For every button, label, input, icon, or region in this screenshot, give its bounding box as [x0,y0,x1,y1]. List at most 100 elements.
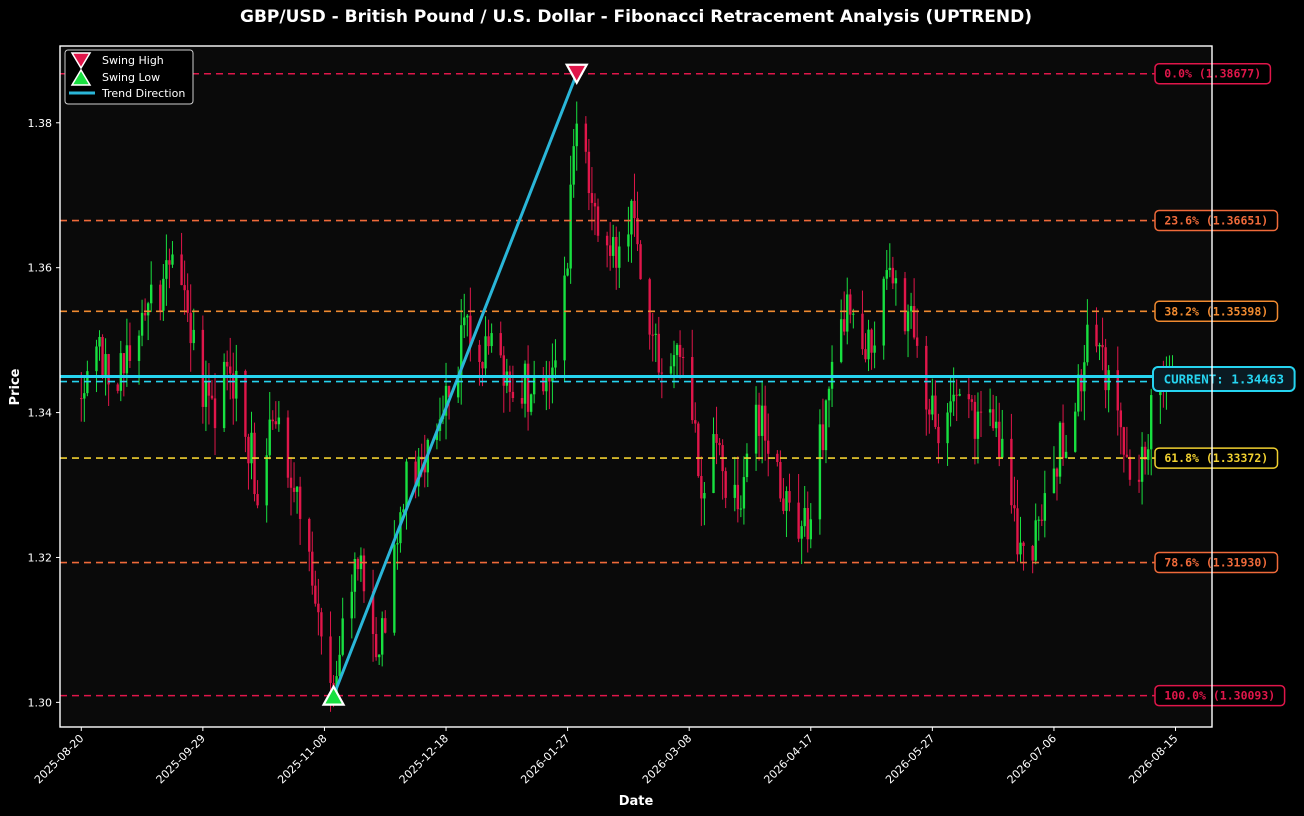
plot-frame [59,45,1213,728]
candle-up [809,519,812,540]
candle-up [1150,395,1153,450]
candle-down [681,357,685,359]
candle-up [1140,446,1144,482]
candle-up [867,329,870,360]
y-axis-label: Price [8,368,23,405]
candle-down [548,377,551,382]
candle-up [572,146,575,185]
candle-down [447,385,451,398]
swing-high-marker [564,63,589,86]
candle-down [244,370,247,437]
candle-up [162,278,165,311]
candle-up [235,370,238,399]
candle-up [380,618,384,655]
candle-up [785,491,788,511]
candle-up [402,509,405,513]
candle-up [393,544,396,633]
fib-label-box [1154,551,1279,574]
candle-down [298,486,302,519]
candle-down [320,612,323,637]
candle-up [800,526,803,539]
candle-up [1098,344,1101,347]
candle-down [694,420,697,424]
candle-down [210,395,214,399]
candle-down [779,461,782,499]
candle-up [545,377,548,392]
candle-down [596,206,600,236]
candle-down [189,312,192,344]
candle-down [317,603,320,613]
candle-up [377,654,381,658]
candle-down [1013,505,1016,509]
candle-down [915,337,919,346]
candle-down [806,508,809,540]
fib-label: 38.2% (1.35398) [1164,304,1268,318]
candle-down [718,442,721,446]
candle-up [949,401,952,413]
candle-down [502,355,505,386]
candle-down [271,419,274,422]
candle-up [265,455,268,506]
candle-down [107,354,110,385]
candle-up [575,123,578,147]
candle-down [374,633,378,658]
candle-up [994,421,998,429]
candle-down [1010,438,1013,506]
candle-down [648,279,651,335]
candle-up [1019,542,1022,555]
candle-up [976,411,980,439]
candle-up [1074,411,1077,452]
candle-up [204,380,208,407]
candle-down [870,329,873,353]
candle-up [745,453,749,478]
candle-up [669,366,673,374]
candle-up [460,325,463,377]
fib-label: 23.6% (1.36651) [1164,214,1268,228]
candle-down [116,384,119,391]
candle-up [277,417,281,425]
candle-down [605,235,609,246]
candle-up [463,317,466,326]
candle-up [827,388,831,401]
candle-up [627,234,630,247]
fib-label-box [1154,300,1279,323]
candle-down [183,285,186,291]
candle-down [292,487,296,492]
candle-up [149,284,153,304]
candle-down [615,236,618,268]
candle-down [788,491,791,503]
legend-box [64,49,194,105]
candle-up [754,404,758,454]
candle-down [584,123,588,152]
candle-up [885,270,888,279]
candle-down [1128,456,1132,480]
candle-up [353,558,357,592]
candle-up [338,654,341,677]
candle-up [466,315,469,318]
candle-down [767,440,770,454]
candle-up [268,419,271,456]
candle-up [523,363,527,404]
candle-up [563,275,566,361]
candle-down [1031,545,1034,561]
candle-down [991,409,995,429]
candle-down [1101,344,1104,348]
candle-down [469,315,472,345]
trend-direction-line [332,73,579,697]
candle-down [849,294,852,315]
candle-up [803,508,806,527]
candle-up [988,409,992,413]
y-tick-label: 1.30 [28,696,53,709]
candle-down [903,278,907,332]
candle-up [171,254,174,265]
candle-up [1077,374,1080,412]
candle-up [529,394,533,412]
candle-up [654,333,657,335]
candle-down [1055,468,1059,477]
trend-group [332,73,579,697]
candle-down [782,498,785,511]
candle-down [1016,508,1019,555]
plot-area [60,46,1212,727]
candle-down [1143,446,1147,460]
